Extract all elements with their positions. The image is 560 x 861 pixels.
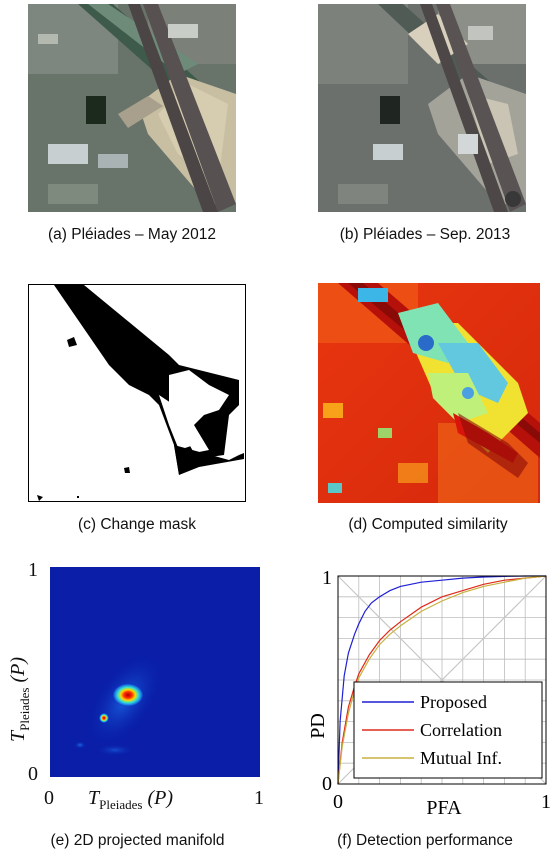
manifold-y-label-arg: (P)	[7, 657, 29, 683]
roc-legend-label: Proposed	[420, 692, 487, 712]
roc-series-line	[337, 575, 547, 785]
similarity-map-image	[318, 283, 540, 503]
roc-legend-label: Mutual Inf.	[420, 748, 502, 768]
satellite-image-may-2012	[28, 4, 236, 212]
caption-a: (a) Pléiades – May 2012	[47, 226, 216, 243]
manifold-x-label-t: T	[88, 787, 100, 809]
roc-y-tick-0: 0	[322, 773, 332, 795]
manifold-panel: 1 0 0 1 TPleiades (P) TPleiades (P)	[0, 555, 275, 825]
roc-legend-label: Correlation	[420, 720, 502, 740]
caption-e: (e) 2D projected manifold	[50, 832, 225, 849]
caption-d: (d) Computed similarity	[348, 516, 508, 533]
manifold-x-label-sub: Pleiades	[99, 797, 143, 812]
roc-series-line	[337, 575, 547, 785]
roc-y-label: PD	[307, 713, 329, 739]
manifold-x-tick-1: 1	[254, 787, 264, 809]
roc-y-tick-1: 1	[322, 567, 332, 589]
roc-chart: Proposed Correlation Mutual Inf. 1 0 0 1 P…	[307, 567, 551, 819]
roc-series-line	[337, 575, 546, 785]
caption-f: (f) Detection performance	[337, 832, 513, 849]
change-mask-image	[28, 284, 246, 502]
caption-c: (c) Change mask	[77, 516, 196, 533]
roc-x-tick-1: 1	[541, 791, 551, 813]
manifold-y-tick-1: 1	[28, 559, 38, 581]
satellite-image-sep-2013	[318, 4, 526, 212]
manifold-y-label-sub: Pleiades	[17, 687, 32, 731]
roc-legend: Proposed Correlation Mutual Inf.	[353, 681, 543, 779]
roc-series	[337, 575, 547, 785]
manifold-y-tick-0: 0	[28, 763, 38, 785]
manifold-x-label-arg: (P)	[147, 787, 173, 809]
manifold-x-tick-0: 0	[44, 787, 54, 809]
manifold-y-label: TPleiades (P)	[7, 632, 33, 742]
roc-x-label: PFA	[426, 797, 462, 819]
roc-frame	[337, 575, 547, 785]
caption-b: (b) Pléiades – Sep. 2013	[339, 226, 511, 243]
manifold-x-label: TPleiades (P)	[88, 787, 173, 813]
roc-panel: Proposed Correlation Mutual Inf. 1 0 0 1 P…	[296, 560, 560, 826]
manifold-y-label-t: T	[7, 730, 29, 742]
roc-x-tick-0: 0	[333, 791, 343, 813]
